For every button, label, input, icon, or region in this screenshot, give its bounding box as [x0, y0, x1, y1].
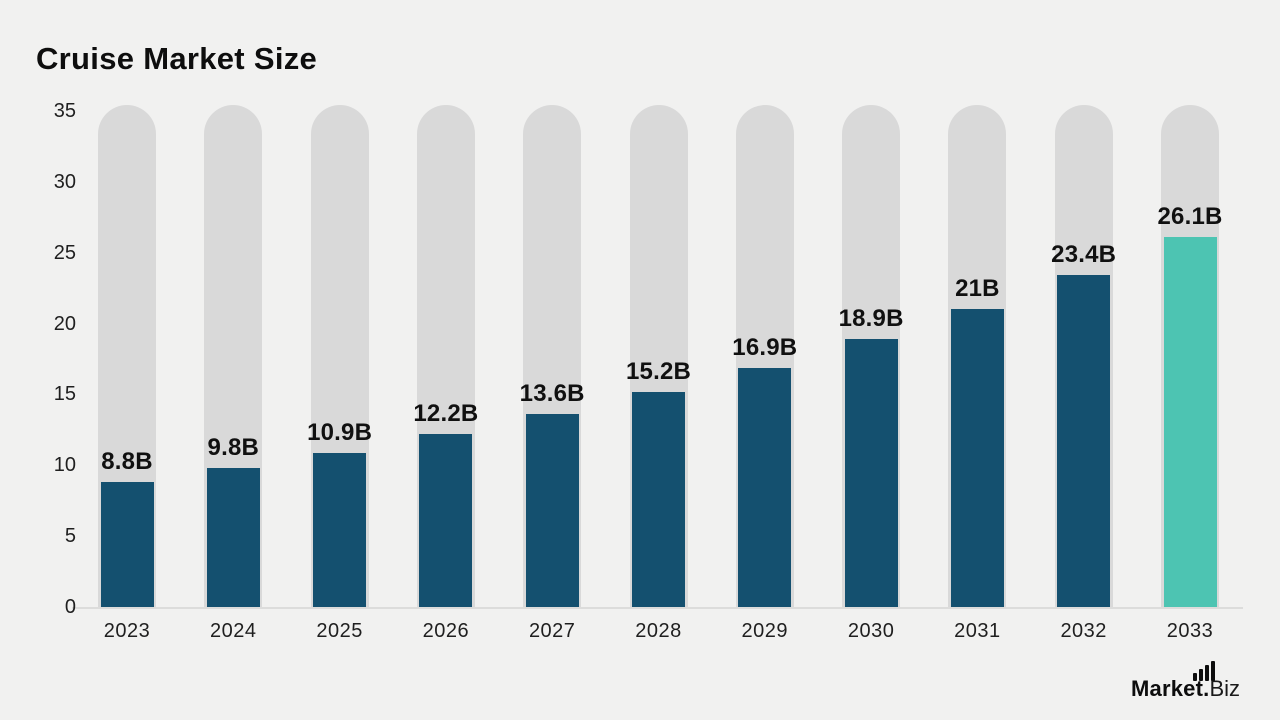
x-axis-tick-label: 2025	[316, 620, 363, 642]
bar-value-label: 21B	[955, 275, 1000, 303]
y-axis-tick-label: 35	[53, 100, 76, 122]
bar-value-label: 15.2B	[625, 357, 692, 385]
y-axis-tick-label: 15	[53, 383, 76, 406]
x-axis-tick-label: 2031	[954, 620, 1001, 642]
bar-value-label: 26.1B	[1157, 203, 1223, 231]
bar-value-label: 23.4B	[1051, 241, 1117, 269]
bar-2033	[1163, 237, 1217, 607]
bar-value-label: 8.8B	[101, 448, 153, 476]
bar-2025	[313, 452, 367, 607]
bar-value-label: 12.2B	[413, 400, 479, 428]
bar-2027	[525, 414, 579, 607]
x-axis-tick-label: 2032	[1060, 620, 1107, 642]
x-axis-tick-label: 2024	[210, 620, 257, 642]
y-axis-tick-label: 25	[53, 241, 76, 264]
brand-logo: Market.Biz	[1131, 661, 1240, 710]
y-axis-tick-label: 30	[53, 170, 76, 193]
x-axis-tick-label: 2026	[422, 620, 470, 642]
x-axis-tick-label: 2023	[103, 620, 151, 642]
chart-title: Cruise Market Size	[36, 41, 318, 76]
x-axis-tick-label: 2028	[635, 620, 682, 642]
x-axis-tick-label: 2027	[528, 620, 576, 642]
bar-2028	[632, 391, 685, 607]
bar-2031	[950, 309, 1004, 607]
bar-2032	[1057, 275, 1111, 607]
bar-2026	[419, 434, 473, 607]
bar-value-label: 9.8B	[207, 434, 260, 462]
bar-value-label: 13.6B	[519, 380, 585, 408]
y-axis-tick-label: 5	[64, 525, 76, 548]
y-axis-tick-label: 0	[64, 596, 76, 618]
bar-2024	[206, 468, 260, 607]
x-axis-tick-label: 2029	[741, 620, 789, 642]
y-axis-tick-label: 10	[53, 454, 76, 477]
bar-2023	[100, 482, 154, 607]
bar-2030	[844, 339, 898, 607]
x-axis-tick-label: 2033	[1166, 620, 1214, 642]
x-axis-line	[72, 607, 1243, 609]
x-axis-tick-label: 2030	[847, 620, 895, 642]
bar-chart-icon	[1193, 661, 1215, 681]
y-axis-tick-label: 20	[53, 312, 76, 335]
bar-2029	[738, 367, 792, 607]
bar-value-label: 18.9B	[838, 305, 904, 333]
bar-value-label: 10.9B	[307, 418, 373, 446]
bar-value-label: 16.9B	[732, 333, 798, 361]
